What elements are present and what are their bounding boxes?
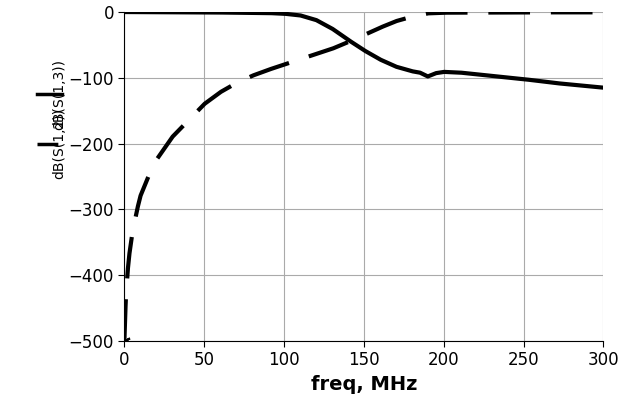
X-axis label: freq, MHz: freq, MHz	[310, 375, 417, 394]
Text: dB(S(1,2)): dB(S(1,2))	[52, 108, 66, 179]
Text: dB(S(1,3)): dB(S(1,3))	[52, 59, 66, 130]
